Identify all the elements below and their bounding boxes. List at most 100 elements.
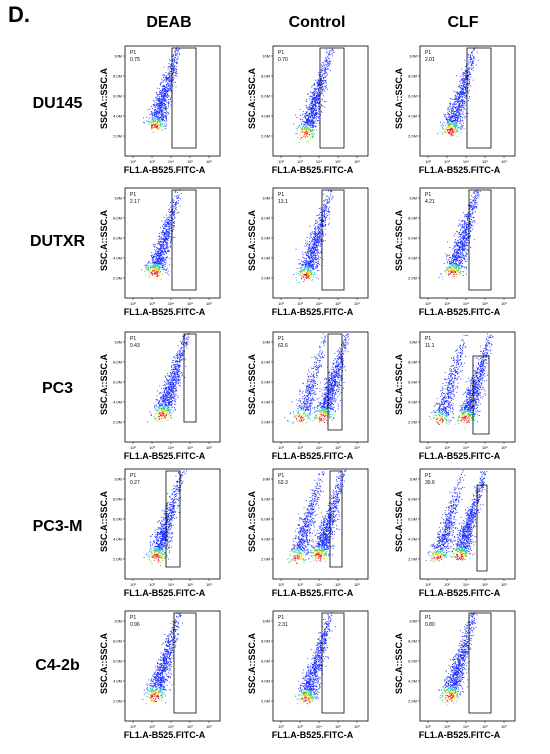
event-point [457, 240, 459, 242]
event-point [325, 57, 327, 59]
event-point [151, 266, 153, 268]
event-point [319, 227, 321, 229]
event-point [161, 105, 163, 107]
event-point [456, 267, 457, 269]
event-point [313, 125, 315, 127]
event-point [457, 118, 459, 120]
event-point [307, 267, 309, 269]
event-point [170, 235, 172, 237]
event-point [328, 209, 330, 211]
y-tick-label: 4.0M [261, 256, 270, 261]
event-point [172, 211, 173, 213]
event-point [145, 266, 147, 268]
event-point [302, 128, 304, 130]
event-point [161, 111, 162, 113]
event-point [314, 121, 316, 123]
event-point [308, 250, 310, 252]
event-point [460, 254, 462, 256]
event-point [169, 264, 171, 266]
event-point [314, 247, 315, 249]
event-point [167, 235, 169, 237]
event-point [457, 93, 459, 95]
row-label-c4-2b: C4-2b [35, 657, 80, 674]
event-point [311, 95, 312, 97]
event-point [159, 261, 160, 263]
event-point [472, 217, 474, 218]
event-point [311, 253, 313, 254]
gate-p1 [466, 47, 492, 149]
event-point [158, 260, 159, 262]
event-point [307, 132, 309, 133]
event-point [456, 112, 458, 113]
event-point [313, 257, 315, 259]
event-point [168, 250, 170, 252]
event-point [309, 232, 311, 234]
event-point [152, 131, 154, 133]
event-point [175, 66, 177, 68]
event-point [464, 93, 466, 94]
gate-percentage: 0.75 [130, 57, 140, 63]
event-point [453, 129, 455, 131]
event-point [471, 202, 472, 204]
event-point [327, 59, 329, 61]
event-point [154, 106, 156, 108]
event-point [470, 231, 471, 233]
event-point [158, 105, 160, 106]
event-point [470, 73, 472, 75]
event-point [303, 117, 305, 119]
x-tick-label: 10² [278, 301, 284, 306]
event-point [313, 247, 315, 249]
event-point [305, 136, 306, 138]
event-point [310, 118, 312, 120]
event-point [311, 121, 313, 122]
event-point [327, 67, 329, 69]
event-point [452, 120, 454, 122]
event-point [161, 119, 163, 121]
event-point [170, 79, 172, 81]
event-point [314, 239, 316, 240]
event-point [162, 246, 164, 248]
event-point [454, 126, 456, 128]
event-point [313, 100, 315, 102]
event-point [165, 108, 167, 110]
event-point [458, 127, 459, 129]
x-tick-label: 10² [425, 301, 431, 306]
event-point [309, 117, 311, 118]
event-point [306, 237, 308, 238]
event-point [313, 110, 315, 112]
event-point [165, 117, 167, 119]
event-point [154, 104, 156, 106]
event-point [317, 226, 319, 227]
event-point [461, 95, 463, 96]
event-point [305, 119, 307, 121]
event-point [163, 115, 165, 117]
event-point [304, 115, 306, 117]
event-point [316, 244, 317, 246]
event-point [308, 268, 310, 269]
event-point [306, 260, 308, 262]
event-point [457, 92, 459, 94]
event-point [442, 128, 444, 130]
event-point [162, 99, 164, 101]
event-point [315, 101, 316, 103]
event-point [323, 204, 324, 206]
event-point [173, 69, 175, 71]
event-point [303, 245, 305, 247]
event-point [305, 130, 307, 131]
event-point [312, 116, 314, 118]
event-point [161, 111, 163, 113]
event-point [309, 267, 311, 269]
event-point [167, 88, 169, 90]
event-point [452, 135, 454, 137]
event-point [456, 126, 458, 128]
event-point [179, 54, 180, 55]
event-point [316, 247, 318, 248]
event-point [311, 136, 313, 137]
event-point [326, 202, 328, 204]
event-point [161, 259, 162, 260]
event-point [150, 121, 151, 123]
event-point [156, 272, 158, 274]
event-point [465, 88, 466, 90]
event-point [168, 223, 169, 225]
event-point [172, 209, 174, 210]
